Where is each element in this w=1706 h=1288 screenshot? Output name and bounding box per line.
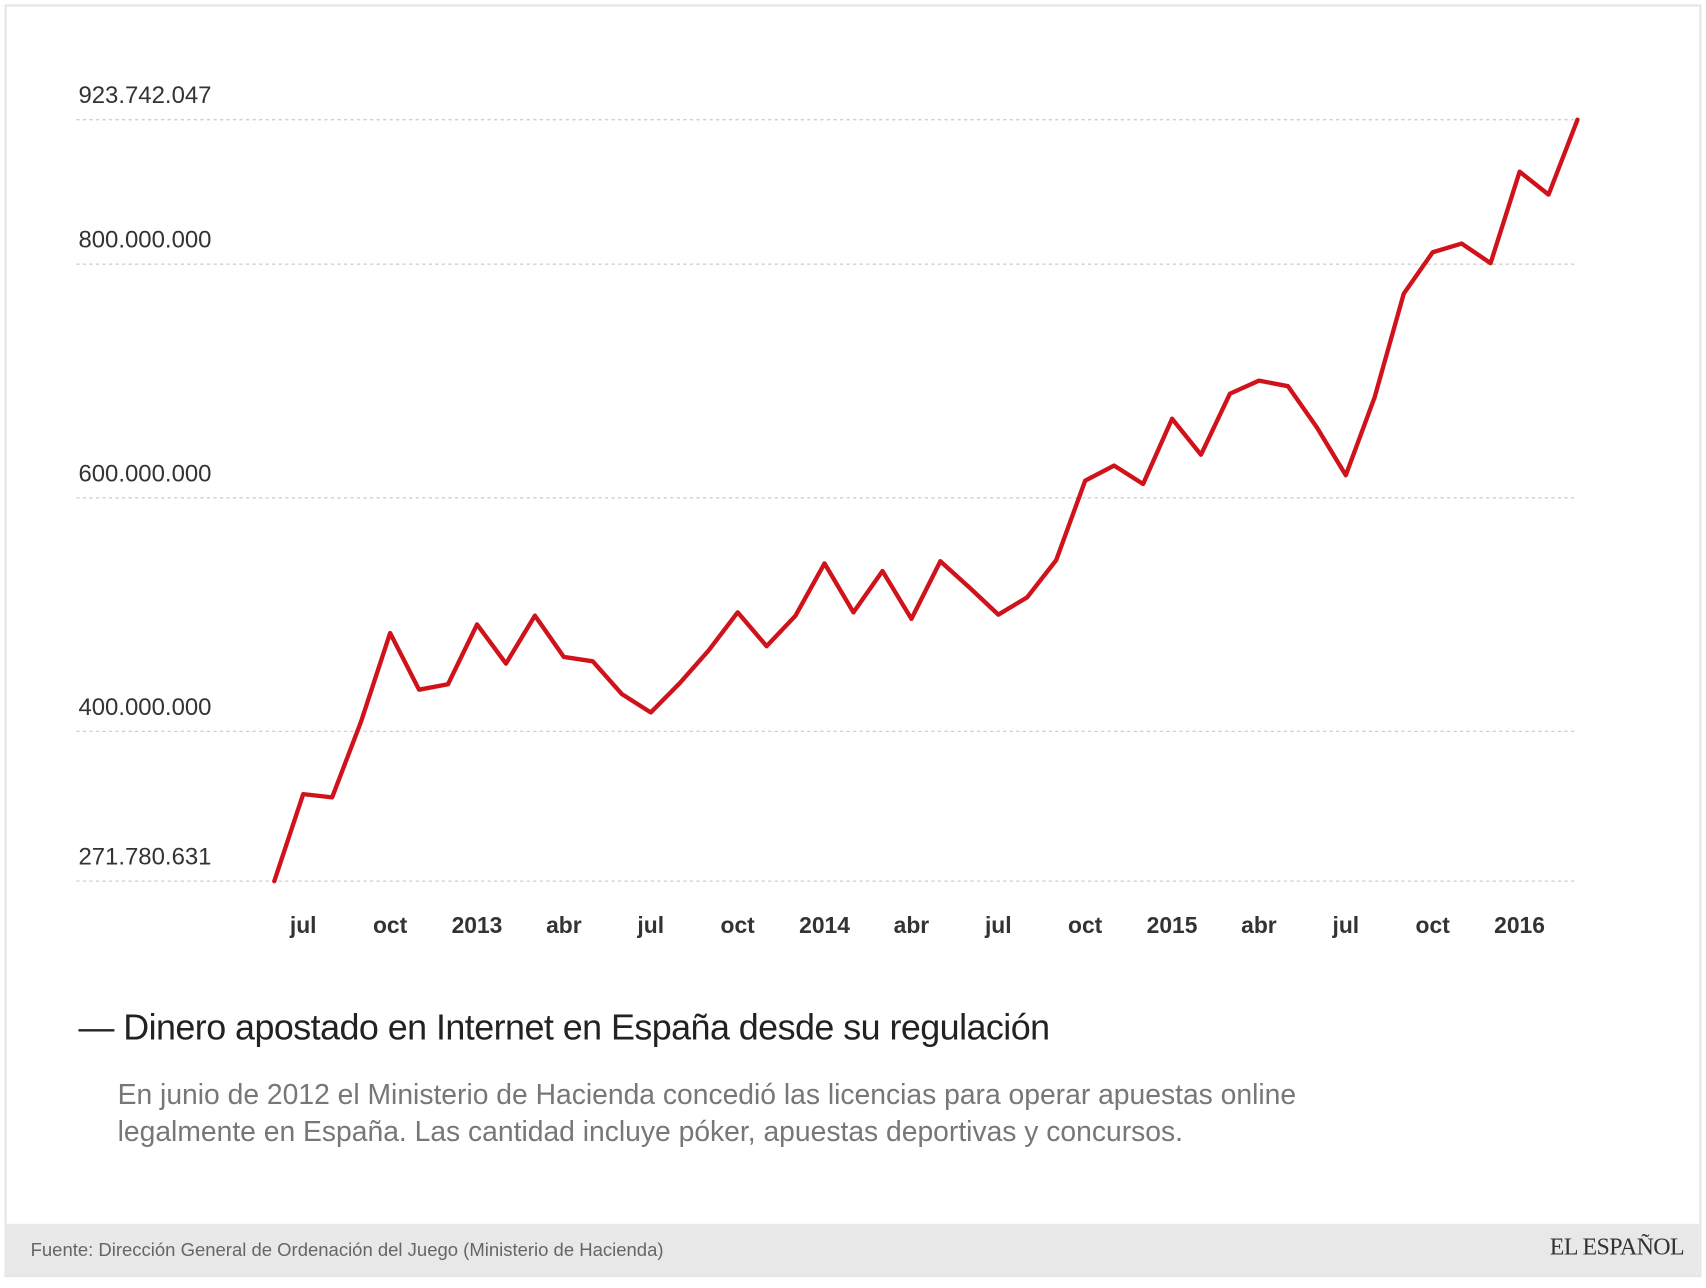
x-tick-label: oct [1416,912,1451,938]
x-tick-label: jul [984,912,1012,938]
y-tick-label: 271.780.631 [78,844,211,871]
x-tick-label: oct [721,912,756,938]
x-tick-label: 2013 [452,912,503,938]
x-tick-label: oct [373,912,408,938]
x-tick-label: 2016 [1494,912,1545,938]
y-tick-label: 400.000.000 [78,694,211,721]
x-tick-label: jul [289,912,317,938]
y-tick-label: 600.000.000 [78,460,211,487]
x-tick-label: jul [1331,912,1359,938]
x-tick-label: oct [1068,912,1103,938]
source: Fuente: Dirección General de Ordenación … [31,1239,664,1260]
x-tick-label: 2014 [799,912,850,938]
chart-title: — Dinero apostado en Internet en España … [78,1008,1049,1048]
data-line [272,117,1580,884]
frame [4,4,1702,1278]
subtitle: legalmente en España. Las cantidad inclu… [118,1115,1183,1147]
subtitle: En junio de 2012 el Ministerio de Hacien… [118,1078,1296,1110]
footer-bar [6,1223,1700,1275]
x-tick-label: abr [894,912,930,938]
x-tick-label: 2015 [1147,912,1198,938]
y-tick-label: 800.000.000 [78,227,211,254]
brand: EL ESPAÑOL [1550,1234,1684,1260]
x-tick-label: abr [546,912,582,938]
y-tick-label: 923.742.047 [78,82,211,109]
x-tick-label: jul [636,912,664,938]
x-tick-label: abr [1241,912,1277,938]
